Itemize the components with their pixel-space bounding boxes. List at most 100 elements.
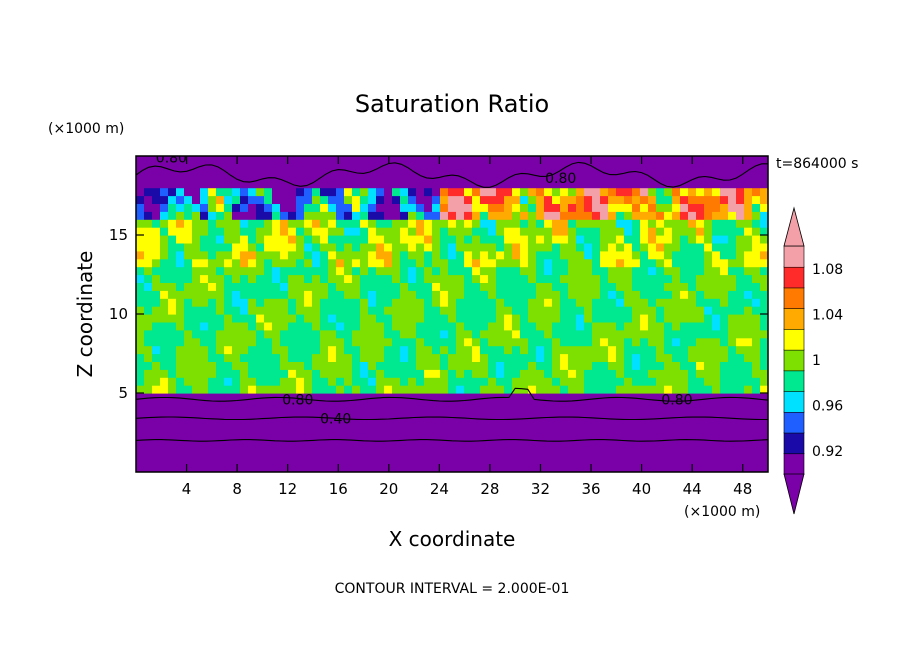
field-cell <box>568 432 577 441</box>
field-cell <box>320 203 329 212</box>
field-cell <box>536 227 545 236</box>
field-cell <box>440 314 449 323</box>
field-cell <box>504 163 513 173</box>
field-cell <box>376 408 385 418</box>
field-cell <box>168 416 177 426</box>
field-cell <box>376 179 385 189</box>
field-cell <box>472 377 481 386</box>
field-cell <box>480 187 489 197</box>
field-cell <box>152 290 161 299</box>
field-cell <box>336 290 345 299</box>
field-cell <box>728 408 737 418</box>
field-cell <box>384 266 393 276</box>
field-cell <box>464 179 473 189</box>
field-cell <box>320 337 329 347</box>
field-cell <box>360 211 369 220</box>
field-cell <box>328 298 337 307</box>
field-cell <box>464 242 473 252</box>
field-cell <box>752 171 761 181</box>
field-cell <box>488 377 497 386</box>
field-cell <box>448 266 457 276</box>
field-cell <box>168 156 177 165</box>
field-cell <box>184 456 193 465</box>
field-cell <box>592 456 601 465</box>
field-cell <box>256 353 265 362</box>
field-cell <box>160 361 169 370</box>
field-cell <box>584 464 593 472</box>
field-cell <box>344 290 353 299</box>
field-cell <box>704 424 713 434</box>
field-cell <box>224 361 233 370</box>
field-cell <box>408 400 417 410</box>
field-cell <box>544 424 553 434</box>
field-cell <box>560 440 569 449</box>
field-cell <box>736 408 745 418</box>
field-cell <box>376 306 385 315</box>
field-cell <box>376 171 385 181</box>
field-cell <box>728 353 737 362</box>
field-cell <box>304 250 313 260</box>
field-cell <box>368 219 377 228</box>
field-cell <box>544 377 553 386</box>
field-cell <box>344 464 353 472</box>
field-cell <box>552 227 561 236</box>
field-cell <box>456 353 465 362</box>
field-cell <box>544 298 553 307</box>
field-cell <box>320 179 329 189</box>
field-cell <box>512 464 521 472</box>
field-cell <box>448 282 457 291</box>
field-cell <box>192 337 201 347</box>
field-cell <box>624 258 633 268</box>
field-cell <box>720 227 729 236</box>
field-cell <box>136 250 145 260</box>
field-cell <box>144 306 153 315</box>
field-cell <box>504 314 513 323</box>
field-cell <box>408 353 417 362</box>
field-cell <box>328 464 337 472</box>
field-cell <box>664 242 673 252</box>
field-cell <box>624 211 633 220</box>
field-cell <box>224 195 233 204</box>
field-cell <box>296 385 305 394</box>
field-cell <box>552 235 561 244</box>
field-cell <box>392 337 401 347</box>
field-cell <box>408 448 417 457</box>
field-cell <box>448 163 457 173</box>
field-cell <box>648 408 657 418</box>
field-cell <box>344 266 353 276</box>
field-cell <box>528 219 537 228</box>
field-cell <box>720 187 729 197</box>
field-cell <box>392 345 401 355</box>
field-cell <box>752 219 761 228</box>
field-cell <box>608 298 617 307</box>
field-cell <box>224 203 233 212</box>
field-cell <box>408 163 417 173</box>
field-cell <box>592 187 601 197</box>
field-cell <box>240 306 249 315</box>
field-cell <box>568 448 577 457</box>
field-cell <box>240 440 249 449</box>
field-cell <box>168 408 177 418</box>
field-cell <box>360 314 369 323</box>
field-cell <box>448 329 457 339</box>
field-cell <box>656 440 665 449</box>
field-cell <box>368 400 377 410</box>
field-cell <box>408 187 417 197</box>
field-cell <box>232 416 241 426</box>
field-cell <box>328 377 337 386</box>
field-cell <box>456 329 465 339</box>
field-cell <box>552 306 561 315</box>
field-cell <box>760 377 768 386</box>
field-cell <box>712 242 721 252</box>
field-cell <box>208 448 217 457</box>
field-cell <box>640 242 649 252</box>
field-cell <box>464 258 473 268</box>
field-cell <box>656 306 665 315</box>
field-cell <box>616 361 625 370</box>
field-cell <box>592 377 601 386</box>
field-cell <box>528 266 537 276</box>
field-cell <box>248 385 257 394</box>
field-cell <box>720 440 729 449</box>
field-cell <box>544 211 553 220</box>
field-cell <box>608 258 617 268</box>
